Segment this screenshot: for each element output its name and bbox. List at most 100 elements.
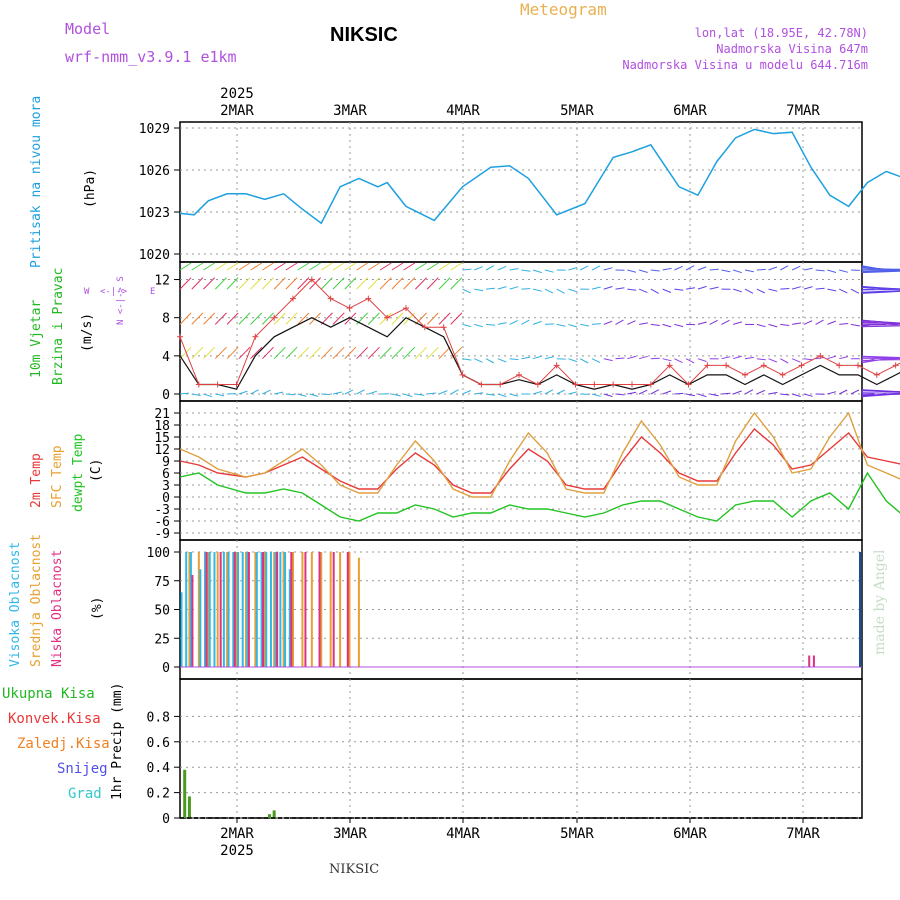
- ytick-label-cloud-0: 0: [162, 661, 170, 676]
- wind-barb: [497, 286, 507, 290]
- wind-barb: [780, 288, 790, 290]
- wind-barb: [273, 312, 286, 325]
- wind-barb: [780, 265, 789, 271]
- wind-barb: [544, 288, 554, 294]
- wind-barb: [861, 270, 900, 272]
- wind-barb: [450, 346, 463, 360]
- wind-barb: [356, 389, 365, 395]
- wind-barb: [721, 356, 731, 360]
- day-label-bottom-3: 5MAR: [560, 826, 594, 842]
- wind-barb: [697, 358, 707, 362]
- wind-barb: [615, 319, 624, 325]
- temp-dew-label: dewpt Temp: [71, 433, 86, 512]
- wind-barb: [627, 320, 636, 325]
- wind-barb: [179, 346, 192, 360]
- wind-gust-marker: [798, 362, 805, 369]
- wind-barb: [226, 262, 239, 271]
- ytick-label-temp-1: -6: [154, 515, 170, 530]
- wind-barb: [238, 277, 251, 290]
- wind-gust-marker: [403, 305, 409, 312]
- wind-barb: [320, 346, 333, 360]
- wind-gust-marker: [723, 362, 730, 369]
- wind-barb: [674, 358, 683, 364]
- panel-frame-pressure: [179, 121, 863, 263]
- wind-gust-marker: [534, 381, 541, 388]
- wind-gust-marker: [365, 295, 372, 302]
- wind-barb: [792, 322, 802, 325]
- wind-barb: [379, 346, 392, 360]
- wind-barb: [709, 268, 719, 271]
- wind-gust-marker: [742, 371, 748, 378]
- wind-barb: [474, 358, 483, 363]
- wind-barb: [191, 393, 201, 396]
- wind-barb: [803, 286, 813, 290]
- wind-barb: [427, 392, 437, 395]
- cloud-low-label: Niska Oblacnost: [50, 549, 65, 667]
- ytick-label-temp-4: 3: [162, 479, 170, 494]
- wind-barb: [638, 269, 648, 273]
- wind-label-1: 10m Vjetar: [29, 299, 44, 378]
- wind-barb: [768, 266, 778, 271]
- wind-barb: [450, 389, 459, 395]
- wind-barb: [861, 389, 900, 393]
- wind-barb: [603, 358, 613, 362]
- wind-barb: [850, 389, 860, 395]
- wind-barb: [285, 312, 298, 325]
- wind-barb: [320, 277, 333, 290]
- wind-barb: [214, 312, 227, 325]
- wind-barb: [674, 323, 684, 328]
- lonlat-info: lon,lat (18.95E, 42.78N): [694, 26, 868, 40]
- credit-text: made by Angel: [872, 549, 888, 656]
- wind-barb: [415, 346, 427, 360]
- wind-barb: [403, 393, 413, 398]
- cloud-high-label: Visoka Oblacnost: [8, 541, 23, 667]
- wind-barb: [815, 269, 825, 272]
- wind-barb: [274, 391, 284, 395]
- wind-barb: [827, 320, 836, 325]
- wind-barb: [273, 277, 286, 290]
- ytick-label-precip-2: 0.4: [147, 761, 171, 776]
- wind-barb: [379, 262, 392, 271]
- wind-gust-marker: [478, 381, 485, 388]
- wind-barb: [497, 393, 507, 398]
- wind-barb: [179, 277, 192, 290]
- wind-gust-marker: [384, 314, 391, 321]
- wind-barb: [462, 323, 472, 328]
- wind-barb: [674, 288, 684, 291]
- wind-barb: [756, 358, 766, 361]
- wind-barb: [568, 391, 578, 395]
- wind-gust-marker: [704, 362, 711, 369]
- wind-barb: [697, 393, 707, 398]
- wind-gust-marker: [666, 362, 673, 369]
- wind-barb: [391, 393, 401, 397]
- wind-barb: [861, 325, 900, 328]
- precip-total-bar: [267, 814, 271, 818]
- wind-gust-marker: [873, 371, 880, 378]
- wind-barb: [532, 269, 542, 274]
- wind-barb: [756, 323, 766, 328]
- wind-barb: [662, 323, 672, 328]
- wind-barb: [367, 346, 380, 360]
- wind-gust-marker: [647, 381, 654, 388]
- wind-gust-marker: [308, 276, 315, 283]
- wind-gust-marker: [233, 381, 240, 388]
- wind-barb: [768, 323, 778, 328]
- wind-barb: [509, 286, 519, 290]
- wind-barb: [438, 312, 451, 325]
- wind-barb: [861, 390, 900, 393]
- wind-barb: [861, 290, 900, 294]
- wind-barb: [250, 312, 263, 325]
- model-elevation-info: Nadmorska Visina u modelu 644.716m: [622, 58, 868, 72]
- wind-barb: [733, 321, 743, 325]
- wind-barb: [591, 393, 601, 397]
- ytick-label-pressure-1: 1023: [139, 206, 170, 221]
- wind-barb: [861, 270, 900, 274]
- wind-gust-marker: [610, 381, 617, 388]
- wind-barb: [780, 323, 790, 326]
- wind-barb: [709, 319, 718, 325]
- wind-barb: [344, 277, 357, 290]
- wind-barb: [297, 262, 310, 271]
- wind-barb: [638, 288, 648, 294]
- wind-barb: [815, 319, 824, 325]
- wind-barb: [544, 269, 554, 273]
